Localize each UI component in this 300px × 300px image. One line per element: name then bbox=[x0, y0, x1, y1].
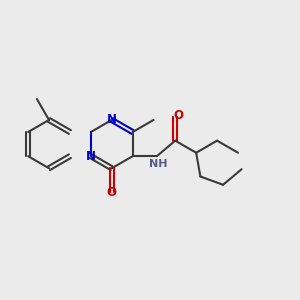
Text: NH: NH bbox=[149, 159, 167, 170]
Text: O: O bbox=[107, 186, 117, 199]
Text: O: O bbox=[174, 109, 184, 122]
Text: N: N bbox=[107, 113, 117, 127]
Text: N: N bbox=[86, 150, 96, 163]
